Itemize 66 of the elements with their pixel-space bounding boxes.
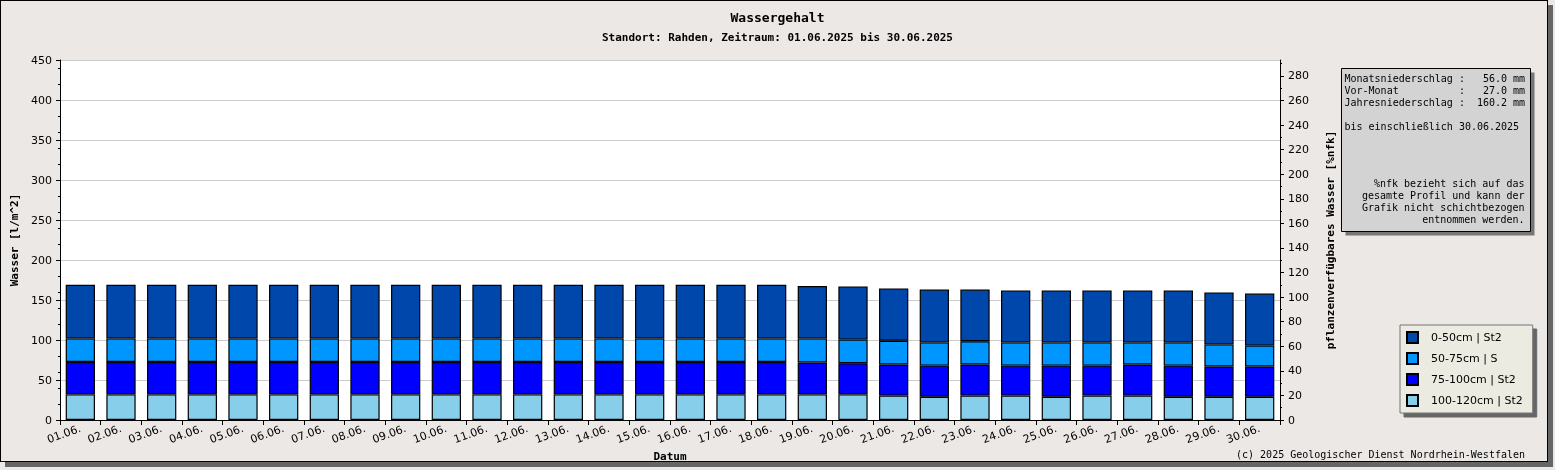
y2-tick-label: 220 <box>1288 143 1309 157</box>
chart-subtitle: Standort: Rahden, Zeitraum: 01.06.2025 bis 30.06.2025 <box>602 31 953 44</box>
legend-label: 50-75cm | S <box>1431 352 1498 365</box>
y2-tick-label: 40 <box>1288 364 1302 378</box>
x-tick-label: 25.06. <box>1021 421 1059 447</box>
y-tick-label: 400 <box>31 93 52 107</box>
x-tick-label: 12.06. <box>492 421 530 447</box>
x-tick-label: 21.06. <box>858 421 896 447</box>
y-tick-label: 200 <box>31 253 52 267</box>
x-tick-label: 04.06. <box>167 421 205 447</box>
x-tick-label: 23.06. <box>939 421 978 447</box>
y2-tick-label: 260 <box>1288 94 1309 108</box>
text: %nfk bezieht sich auf das gesamte Profil und kann der Grafik nicht schichtbezogen entnommen werden. <box>1361 178 1525 225</box>
legend-label: 100-120cm | St2 <box>1431 394 1523 407</box>
x-tick-label: 19.06. <box>777 421 815 447</box>
y2-axis-title: pflanzenverfügbares Wasser [%nfk] <box>1324 130 1337 350</box>
x-tick-label: 22.06. <box>899 421 937 447</box>
x-tick-label: 24.06. <box>980 421 1018 447</box>
y2-tick-label: 0 <box>1288 413 1295 427</box>
legend-label: 75-100cm | St2 <box>1431 373 1516 386</box>
y-axis-title: Wasser [l/m^2] <box>8 193 21 287</box>
y2-tick-label: 100 <box>1288 290 1309 304</box>
legend-label: 0-50cm | St2 <box>1431 331 1502 344</box>
x-tick-label: 09.06. <box>370 421 408 447</box>
x-tick-label: 26.06. <box>1061 421 1100 447</box>
x-tick-label: 06.06. <box>248 421 286 447</box>
y2-tick-label: 80 <box>1288 315 1302 329</box>
x-tick-label: 28.06. <box>1143 421 1181 447</box>
x-tick-label: 17.06. <box>695 421 734 447</box>
x-tick-label: 11.06. <box>451 421 490 447</box>
x-tick-label: 07.06. <box>289 421 327 447</box>
y2-tick-label: 20 <box>1288 388 1302 402</box>
y-tick-label: 150 <box>31 293 52 307</box>
x-tick-label: 18.06. <box>736 421 774 447</box>
y2-tick-label: 180 <box>1288 192 1309 206</box>
y2-tick-label: 200 <box>1288 167 1309 181</box>
x-tick-label: 13.06. <box>533 421 571 447</box>
y2-tick-label: 240 <box>1288 118 1309 132</box>
y-tick-label: 50 <box>38 373 52 387</box>
y-tick-label: 250 <box>31 213 52 227</box>
y-tick-label: 300 <box>31 173 52 187</box>
x-tick-label: 05.06. <box>207 421 246 447</box>
x-tick-label: 02.06. <box>85 421 124 447</box>
y2-tick-label: 140 <box>1288 241 1309 255</box>
x-tick-label: 15.06. <box>614 421 652 447</box>
x-tick-label: 03.06. <box>126 421 164 447</box>
y2-tick-label: 60 <box>1288 339 1302 353</box>
x-tick-label: 08.06. <box>329 421 368 447</box>
text: Monatsniederschlag : 56.0 mm Vor-Monat : 27.0 mm Jahresniederschlag : 160.2 mm bis einschließlich 30.06.2025 <box>1344 73 1526 132</box>
x-tick-label: 10.06. <box>411 421 449 447</box>
text: (c) 2025 Geologischer Dienst Nordrhein-Westfalen <box>1236 448 1525 460</box>
y-tick-label: 350 <box>31 133 52 147</box>
y-tick-label: 100 <box>31 333 52 347</box>
x-axis-title: Datum <box>653 450 687 464</box>
y2-tick-label: 280 <box>1288 69 1309 83</box>
y2-tick-label: 160 <box>1288 216 1309 230</box>
x-tick-label: 14.06. <box>573 421 612 447</box>
y2-tick-label: 120 <box>1288 266 1309 280</box>
y-tick-label: 450 <box>31 53 52 67</box>
x-tick-label: 29.06. <box>1183 421 1222 447</box>
x-tick-label: 20.06. <box>817 421 856 447</box>
x-tick-label: 27.06. <box>1102 421 1140 447</box>
chart-title: Wassergehalt <box>730 10 825 25</box>
x-tick-label: 16.06. <box>655 421 693 447</box>
y-tick-label: 0 <box>45 413 52 427</box>
x-tick-label: 30.06. <box>1224 421 1262 447</box>
